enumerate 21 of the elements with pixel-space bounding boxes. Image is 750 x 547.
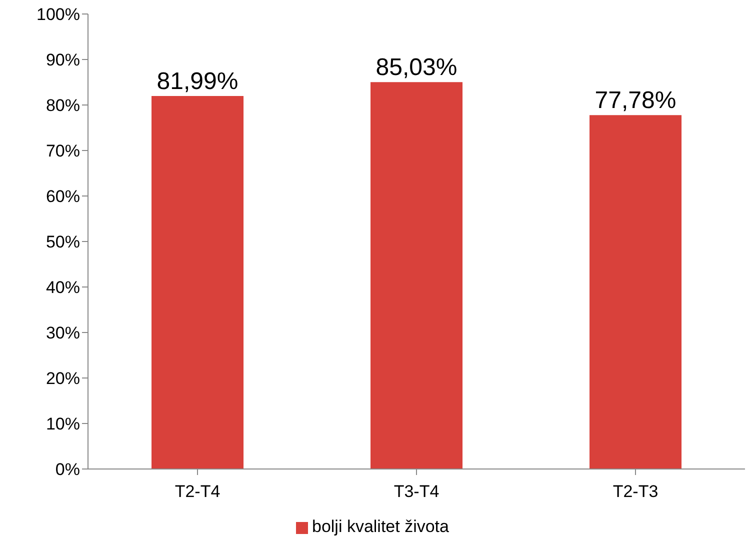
x-tick-label: T2-T3 xyxy=(612,482,658,502)
y-tick-label: 60% xyxy=(46,187,80,206)
y-tick-label: 30% xyxy=(46,324,80,343)
y-tick-label: 0% xyxy=(55,460,80,480)
y-tick-label: 90% xyxy=(46,50,80,70)
x-tick-label: T3-T4 xyxy=(394,482,440,502)
y-tick-label: 100% xyxy=(36,5,80,24)
data-label: 85,03% xyxy=(376,54,458,82)
x-tick-label: T2-T4 xyxy=(174,482,220,502)
y-tick-label: 40% xyxy=(46,278,80,298)
data-label: 81,99% xyxy=(156,68,238,95)
y-tick-label: 10% xyxy=(46,414,80,434)
y-tick-label: 50% xyxy=(46,232,80,252)
bar xyxy=(370,82,463,469)
legend-label: bolji kvalitet života xyxy=(312,517,449,536)
data-label: 77,78% xyxy=(594,87,676,114)
bar xyxy=(152,96,244,469)
y-tick-label: 70% xyxy=(46,142,80,161)
y-tick-label: 20% xyxy=(46,369,80,388)
bar xyxy=(590,115,682,469)
y-tick-label: 80% xyxy=(46,96,80,116)
